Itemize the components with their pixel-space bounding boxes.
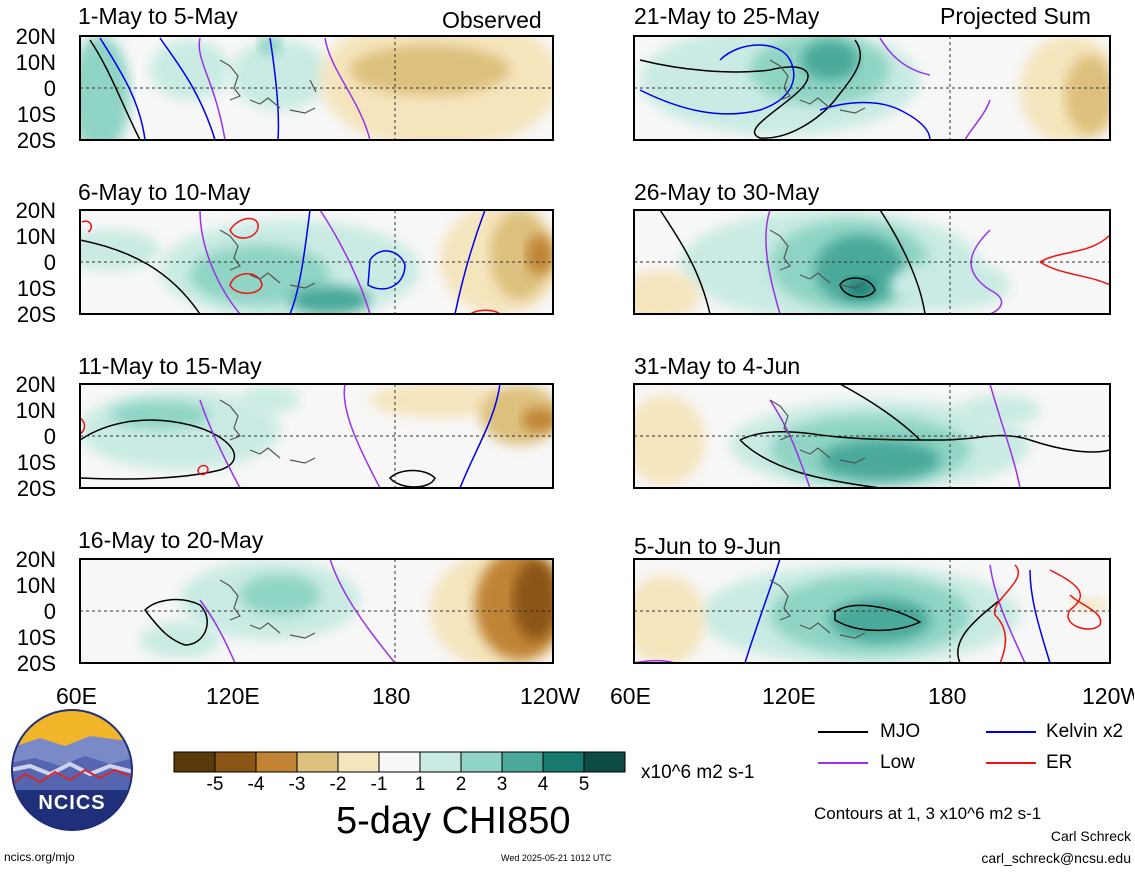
colorbar-tick-label: 3 — [496, 774, 508, 795]
lat-label: 10N — [15, 224, 56, 249]
colorbar-swatch — [255, 751, 298, 773]
legend-low-line — [818, 762, 868, 764]
panel-title-right-3: 31-May to 4-Jun — [634, 353, 801, 379]
timestamp: Wed 2025-05-21 1012 UTC — [501, 853, 612, 863]
legend-mjo-line — [818, 731, 868, 733]
panel-title-right-1: 21-May to 25-May — [634, 3, 820, 29]
lon-label-left-120w: 120W — [520, 683, 581, 709]
lat-label: 20N — [15, 198, 56, 223]
colorbar-tick-label: 1 — [414, 774, 426, 795]
legend-kelvin-label: Kelvin x2 — [1046, 721, 1124, 742]
colorbar-tick-label: -2 — [329, 774, 347, 795]
map-panel-right-4 — [634, 559, 1110, 663]
colorbar-tick-label: 5 — [578, 774, 590, 795]
lat-label: 20S — [16, 302, 56, 327]
author: Carl Schreck — [1050, 828, 1131, 844]
lat-label: 10N — [15, 50, 56, 75]
colorbar-swatch — [542, 751, 585, 773]
map-panels — [79, 35, 1111, 664]
lat-label: 0 — [43, 599, 56, 624]
colorbar-units: x10^6 m2 s-1 — [641, 762, 755, 783]
lat-label: 10S — [16, 625, 56, 650]
legend-low-label: Low — [880, 752, 915, 773]
legend-er-label: ER — [1046, 752, 1073, 773]
site-link[interactable]: ncics.org/mjo — [4, 850, 75, 864]
colorbar-swatch — [296, 751, 339, 773]
colorbar-swatch — [378, 751, 421, 773]
panel-title-right-4: 5-Jun to 9-Jun — [634, 533, 782, 559]
lat-label: 20S — [16, 128, 56, 153]
contours-note: Contours at 1, 3 x10^6 m2 s-1 — [814, 804, 1042, 823]
lat-label: 20N — [15, 547, 56, 572]
colorbar-tick-label: 2 — [455, 774, 467, 795]
panel-title-left-3: 11-May to 15-May — [78, 353, 262, 379]
lon-label-left-60e: 60E — [56, 683, 97, 709]
lat-label: 10S — [16, 276, 56, 301]
lat-label: 10N — [15, 573, 56, 598]
legend-mjo-label: MJO — [880, 721, 921, 742]
lat-label: 10S — [16, 102, 56, 127]
lat-label: 0 — [43, 250, 56, 275]
colorbar-swatch — [501, 751, 544, 773]
colorbar-swatch — [583, 751, 626, 773]
map-panel-right-3 — [634, 384, 1110, 488]
colorbar-tick-label: -5 — [206, 774, 224, 795]
lat-label: 20S — [16, 476, 56, 501]
colorbar — [173, 751, 626, 773]
lat-label: 0 — [43, 424, 56, 449]
map-panel-left-2 — [80, 210, 553, 314]
lon-label-right-180: 180 — [928, 683, 967, 709]
panel-title-left-2: 6-May to 10-May — [78, 179, 251, 205]
map-panel-left-1 — [80, 36, 553, 140]
lat-label: 10S — [16, 450, 56, 475]
colorbar-swatch — [214, 751, 257, 773]
observed-label: Observed — [442, 7, 542, 33]
colorbar-title: 5-day CHI850 — [336, 800, 571, 842]
panel-title-right-2: 26-May to 30-May — [634, 179, 820, 205]
colorbar-swatch — [173, 751, 216, 773]
lat-label: 20N — [15, 24, 56, 49]
map-panel-right-2 — [634, 210, 1110, 314]
lat-label: 0 — [43, 76, 56, 101]
colorbar-tick-label: 4 — [537, 774, 549, 795]
lat-label: 20S — [16, 651, 56, 676]
colorbar-swatch — [337, 751, 380, 773]
colorbar-tick-label: -4 — [247, 774, 265, 795]
logo-text: NCICS — [38, 792, 106, 814]
lon-label-left-120e: 120E — [206, 683, 260, 709]
ncics-logo: NCICS — [10, 708, 134, 832]
map-panel-right-1 — [634, 36, 1110, 140]
map-panel-left-3 — [80, 384, 553, 488]
colorbar-tick-label: -3 — [288, 774, 306, 795]
panel-title-left-1: 1-May to 5-May — [78, 3, 238, 29]
lat-label: 10N — [15, 398, 56, 423]
colorbar-tick-label: -1 — [370, 774, 388, 795]
lon-label-right-60e: 60E — [610, 683, 651, 709]
legend-er-line — [986, 762, 1036, 764]
lon-label-right-120w: 120W — [1082, 684, 1134, 708]
lon-label-left-180: 180 — [372, 683, 411, 709]
colorbar-swatch — [460, 751, 503, 773]
panel-title-left-4: 16-May to 20-May — [78, 527, 264, 553]
lat-label: 20N — [15, 372, 56, 397]
projected-label: Projected Sum — [940, 3, 1091, 29]
colorbar-swatch — [419, 751, 462, 773]
legend-kelvin-line — [986, 731, 1036, 733]
map-panel-left-4 — [80, 559, 553, 663]
author-email[interactable]: carl_schreck@ncsu.edu — [981, 850, 1131, 866]
lon-label-right-120e: 120E — [762, 683, 816, 709]
